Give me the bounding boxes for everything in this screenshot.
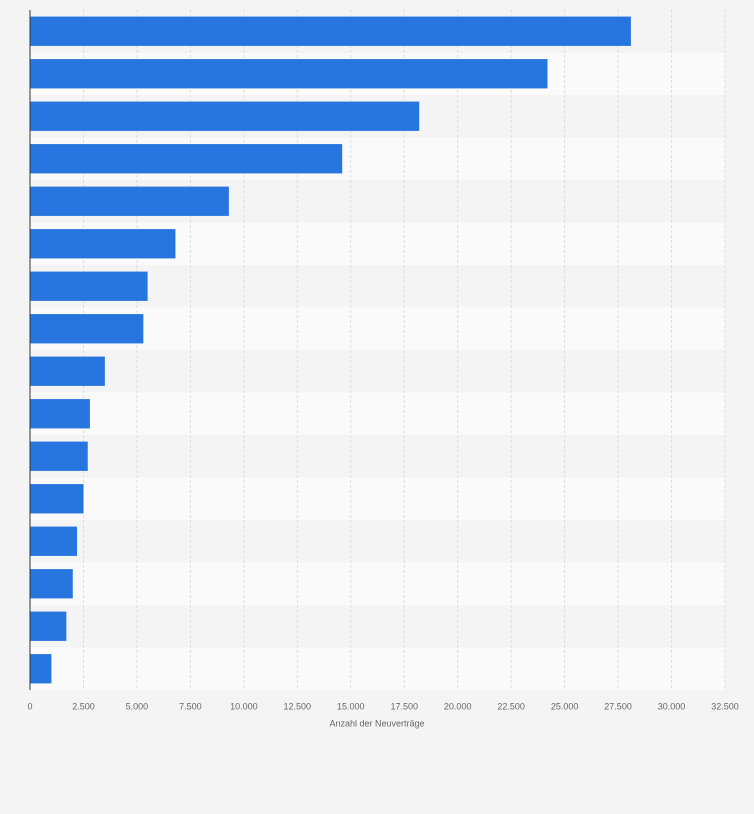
bar: [30, 399, 90, 429]
bar: [30, 356, 105, 386]
bar: [30, 59, 548, 89]
bar: [30, 186, 229, 216]
row-band: [30, 350, 725, 393]
row-band: [30, 477, 725, 520]
bar: [30, 654, 52, 684]
grid: [29, 10, 726, 690]
bar: [30, 101, 420, 131]
row-band: [30, 392, 725, 435]
x-tick-label: 22.500: [497, 701, 525, 711]
x-tick-label: 12.500: [284, 701, 312, 711]
x-tick-label: 30.000: [658, 701, 686, 711]
x-tick-label: 27.500: [604, 701, 632, 711]
x-axis-label: Anzahl der Neuverträge: [329, 718, 424, 728]
x-tick-label: 17.500: [390, 701, 418, 711]
bars: [30, 16, 631, 684]
x-tick-label: 10.000: [230, 701, 258, 711]
bar: [30, 569, 73, 599]
x-tick-label: 25.000: [551, 701, 579, 711]
row-band: [30, 562, 725, 605]
bar: [30, 144, 343, 174]
bar: [30, 271, 148, 301]
x-tick-label: 2.500: [72, 701, 95, 711]
row-band: [30, 605, 725, 648]
x-tick-label: 32.500: [711, 701, 739, 711]
x-tick-label: 0: [27, 701, 32, 711]
bar: [30, 314, 144, 344]
bar: [30, 611, 67, 641]
bar: [30, 441, 88, 471]
row-band: [30, 307, 725, 350]
x-tick-label: 20.000: [444, 701, 472, 711]
bar: [30, 16, 631, 46]
bar: [30, 484, 84, 514]
row-band: [30, 520, 725, 563]
row-band: [30, 647, 725, 690]
x-tick-label: 15.000: [337, 701, 365, 711]
bar: [30, 229, 176, 259]
bar: [30, 526, 78, 556]
x-tick-label: 7.500: [179, 701, 202, 711]
row-band: [30, 435, 725, 478]
x-tick-label: 5.000: [126, 701, 149, 711]
